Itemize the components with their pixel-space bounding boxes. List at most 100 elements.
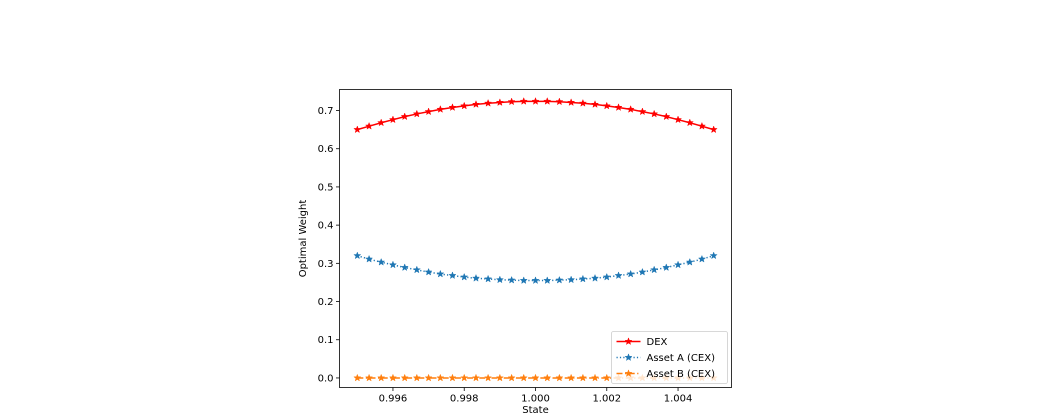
data-point-asset-a-cex [519,276,528,285]
data-point-asset-a-cex [543,276,552,285]
x-tick-label: 1.004 [664,394,693,405]
legend-marker [624,369,633,377]
data-point-asset-a-cex [614,271,623,280]
x-tick-label: 1.000 [521,394,550,405]
data-point-dex [495,98,504,106]
legend-marker [624,337,633,345]
y-tick-label: 0.1 [318,335,334,346]
data-point-asset-b-cex [448,373,457,382]
data-point-asset-a-cex [673,260,683,269]
x-tick-label: 0.998 [450,394,479,405]
x-tick-label: 0.996 [379,394,408,405]
data-point-asset-a-cex [697,254,707,263]
y-tick-label: 0.7 [318,106,334,117]
data-point-asset-a-cex [555,275,564,284]
data-point-asset-b-cex [388,373,398,382]
data-point-dex [614,103,623,111]
data-point-dex [638,107,647,116]
data-point-dex [436,105,445,113]
data-point-dex [353,125,362,134]
data-point-asset-b-cex [555,373,564,382]
data-point-dex [483,98,493,107]
data-point-asset-b-cex [507,373,516,382]
data-point-asset-a-cex [602,272,611,281]
data-point-asset-a-cex [448,271,457,280]
legend-marker [624,353,633,361]
data-point-dex [567,98,576,106]
data-point-asset-a-cex [424,267,433,276]
data-point-dex [543,97,552,105]
data-point-asset-a-cex [567,275,576,284]
data-point-asset-a-cex [531,276,540,285]
data-point-dex [364,121,374,130]
data-point-asset-a-cex [400,263,409,272]
data-point-asset-a-cex [471,273,481,282]
data-point-asset-b-cex [471,373,481,382]
data-point-dex [673,115,683,124]
y-tick-label: 0.2 [318,297,334,308]
y-tick-label: 0.5 [318,182,334,193]
data-point-asset-a-cex [436,269,445,278]
data-point-asset-b-cex [531,373,540,382]
data-point-asset-b-cex [377,373,386,382]
data-point-asset-b-cex [602,373,611,382]
x-axis-label: State [522,405,548,416]
data-point-dex [400,112,409,121]
data-point-asset-a-cex [377,257,386,266]
data-point-asset-b-cex [412,373,421,382]
legend-label: Asset B (CEX) [647,369,716,380]
data-point-asset-a-cex [388,260,398,269]
data-point-asset-a-cex [650,265,659,274]
data-point-dex [507,97,516,106]
data-point-dex [578,98,588,107]
legend-label: DEX [647,337,668,348]
data-point-dex [697,121,707,130]
data-point-asset-b-cex [460,373,469,382]
data-point-asset-a-cex [483,274,493,283]
data-point-asset-a-cex [626,269,635,278]
data-point-asset-b-cex [353,373,362,382]
data-point-asset-b-cex [400,373,409,382]
y-tick-label: 0.6 [318,144,334,155]
data-point-asset-b-cex [483,373,493,382]
data-point-asset-b-cex [519,373,528,382]
data-point-dex [377,118,386,127]
legend-label: Asset A (CEX) [647,353,716,364]
data-point-dex [471,100,481,108]
data-point-asset-a-cex [507,275,516,284]
data-point-asset-b-cex [590,373,600,382]
data-point-dex [709,125,718,134]
data-point-asset-a-cex [638,267,647,276]
y-tick-label: 0.3 [318,259,334,270]
data-point-dex [590,100,600,108]
data-point-asset-b-cex [495,373,504,382]
data-point-asset-b-cex [424,373,433,382]
series-line-dex [357,100,714,131]
data-point-dex [424,107,433,116]
legend: DEX Asset A (CEX) Asset B (CEX) [611,331,728,384]
y-axis-label: Optimal Weight [298,200,309,278]
y-axis: 0.0 0.1 0.2 0.3 0.4 0.5 0.6 0.7 [318,106,340,384]
data-point-dex [626,105,635,113]
legend-box [611,331,728,384]
data-point-asset-b-cex [436,373,445,382]
data-point-dex [460,101,469,110]
data-point-asset-a-cex [353,251,362,260]
data-point-asset-a-cex [662,263,671,272]
data-point-asset-b-cex [567,373,576,382]
data-point-dex [519,97,528,105]
data-point-dex [662,112,671,121]
x-axis: 0.996 0.998 1.000 1.002 1.004 [379,387,693,405]
data-point-dex [412,109,421,118]
data-point-dex [388,115,398,124]
data-point-dex [448,103,457,111]
x-tick-label: 1.002 [592,394,621,405]
data-point-asset-b-cex [543,373,552,382]
data-point-asset-a-cex [590,273,600,282]
data-point-asset-a-cex [685,257,694,266]
data-point-asset-b-cex [364,373,374,382]
data-point-dex [602,101,611,110]
data-point-asset-a-cex [412,265,421,274]
data-point-asset-a-cex [364,254,374,263]
